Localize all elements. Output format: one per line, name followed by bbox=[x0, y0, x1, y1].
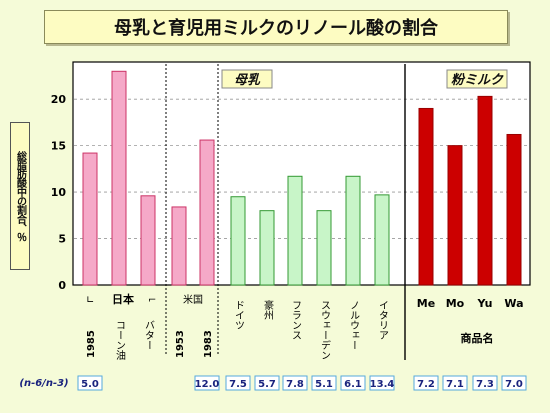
y-tick-label: 15 bbox=[51, 140, 66, 153]
x-tick-label: バター bbox=[143, 320, 155, 350]
breast-milk-label: 母乳 bbox=[234, 72, 261, 88]
bar-1 bbox=[111, 70, 127, 286]
bar-13 bbox=[477, 95, 493, 286]
ratio-box bbox=[413, 375, 439, 391]
x-tick-label: Yu bbox=[477, 297, 493, 310]
x-tick-label: 豪州 bbox=[262, 299, 274, 320]
x-tick-label: スウェーデン bbox=[319, 300, 331, 360]
ratio-box bbox=[369, 375, 395, 391]
bar-12 bbox=[447, 145, 463, 286]
ratio-value: 7.5 bbox=[229, 379, 247, 390]
bar-7 bbox=[287, 175, 303, 286]
x-tick-label: イタリア bbox=[377, 300, 389, 340]
ratio-box bbox=[77, 375, 103, 391]
y-tick-label: 10 bbox=[51, 186, 67, 199]
ratio-value: 12.0 bbox=[195, 379, 220, 390]
ratio-box bbox=[225, 375, 251, 391]
ratio-row-label: (n-6/n-3) bbox=[19, 378, 68, 389]
bar-4 bbox=[199, 139, 215, 286]
x-tick-label: ノルウェー bbox=[348, 300, 360, 350]
bar-3 bbox=[171, 206, 187, 286]
ratio-value: 5.1 bbox=[315, 379, 333, 390]
formula-label-box bbox=[446, 69, 508, 89]
ratio-value: 13.4 bbox=[370, 379, 395, 390]
bar-8 bbox=[316, 210, 332, 286]
ratio-box bbox=[472, 375, 498, 391]
ratio-value: 7.8 bbox=[286, 379, 304, 390]
chart-title: 母乳と育児用ミルクのリノール酸の割合 bbox=[44, 10, 508, 44]
ratio-value: 7.1 bbox=[446, 379, 464, 390]
ratio-box bbox=[442, 375, 468, 391]
x-tick-label: Wa bbox=[504, 297, 523, 310]
japan-bracket-right: ⌐ bbox=[148, 295, 156, 306]
x-tick-label: 1953 bbox=[175, 330, 186, 358]
x-tick-label: Mo bbox=[446, 297, 465, 310]
x-tick-label: フランス bbox=[290, 300, 301, 340]
japan-group-label: 日本 bbox=[112, 292, 134, 306]
ratio-value: 6.1 bbox=[344, 379, 362, 390]
ratio-box bbox=[254, 375, 280, 391]
ratio-box bbox=[501, 375, 527, 391]
ratio-row: 5.0 12.0 7.5 5.7 7.8 5.1 6.1 13.4 7.2 7.1 7.3 7.0 bbox=[77, 375, 527, 391]
bar-14 bbox=[506, 133, 522, 286]
y-tick-label: 20 bbox=[51, 93, 67, 106]
x-tick-label: 1985 bbox=[86, 330, 97, 358]
bar-2 bbox=[140, 195, 156, 286]
breast-milk-label-box bbox=[221, 69, 273, 89]
bars bbox=[82, 70, 522, 286]
bar-6 bbox=[259, 210, 275, 286]
ratio-value: 7.2 bbox=[417, 379, 435, 390]
x-tick-label: ドイツ bbox=[233, 300, 245, 330]
ratio-value: 7.3 bbox=[476, 379, 494, 390]
bar-11 bbox=[418, 107, 434, 286]
ratio-box bbox=[340, 375, 366, 391]
usa-group-label: 米国 bbox=[183, 293, 203, 306]
bar-10 bbox=[374, 194, 390, 286]
ratio-value: 5.0 bbox=[81, 379, 99, 390]
y-tick-label: 0 bbox=[58, 279, 66, 292]
bar-0 bbox=[82, 152, 98, 286]
brands-group-label: 商品名 bbox=[461, 331, 494, 345]
ratio-box bbox=[282, 375, 308, 391]
x-tick-label: 1983 bbox=[203, 330, 214, 358]
y-tick-label: 5 bbox=[58, 233, 66, 246]
x-axis-labels: 1985 コーン油 バター 1953 1983 ドイツ 豪州 フランス スウェーデン ノルウェー イ… bbox=[86, 297, 524, 360]
japan-bracket-left: ∟ bbox=[86, 295, 94, 306]
bar-9 bbox=[345, 175, 361, 286]
y-axis-label: 総脂肪酸中の割合、％ bbox=[10, 122, 30, 270]
x-tick-label: コーン油 bbox=[114, 320, 126, 360]
bar-5 bbox=[230, 196, 246, 286]
ratio-value: 5.7 bbox=[258, 379, 276, 390]
ratio-box bbox=[311, 375, 337, 391]
ratio-value: 7.0 bbox=[505, 379, 523, 390]
formula-label: 粉ミルク bbox=[451, 72, 504, 88]
y-axis-ticks: 0 5 10 15 20 bbox=[51, 93, 67, 292]
x-tick-label: Me bbox=[417, 297, 435, 310]
ratio-box bbox=[194, 375, 220, 391]
